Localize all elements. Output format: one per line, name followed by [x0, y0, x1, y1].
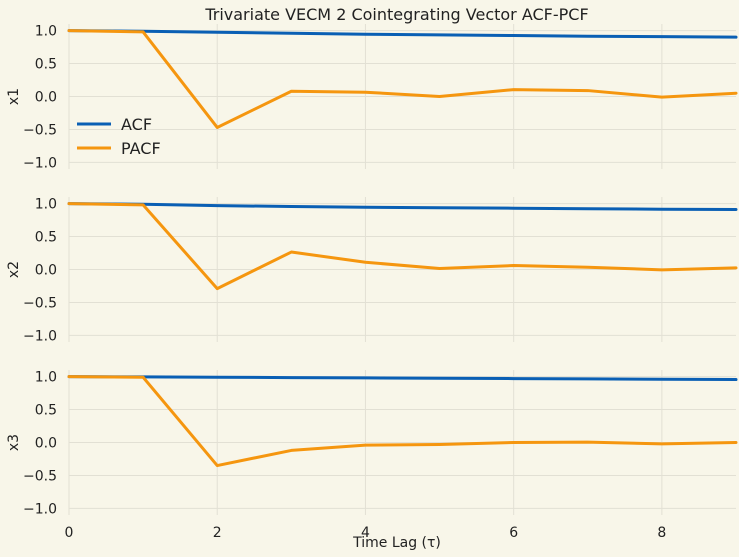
- series-line-acf: [67, 29, 738, 39]
- y-tick-label: 0.5: [35, 403, 57, 419]
- series-line-pacf: [67, 375, 738, 468]
- y-tick-label: −0.5: [23, 122, 57, 138]
- y-tick-label: 0.5: [35, 57, 57, 73]
- subplot-panels: −1.0 −0.5 0.0 0.5 1.0 x1 ACF PACF −1.0 −0.5 0.0 0.5…: [6, 24, 738, 541]
- y-tick-label: 0.0: [35, 436, 57, 452]
- y-tick-label: −1.0: [23, 155, 57, 171]
- x-tick-label: 8: [657, 525, 666, 541]
- y-tick-label: −1.0: [23, 501, 57, 517]
- y-tick-label: −1.0: [23, 328, 57, 344]
- subplot-x1: −1.0 −0.5 0.0 0.5 1.0 x1 ACF PACF: [6, 24, 738, 171]
- series-line-acf: [67, 375, 738, 382]
- chart-title: Trivariate VECM 2 Cointegrating Vector A…: [204, 5, 588, 24]
- y-tick-label: 0.0: [35, 263, 57, 279]
- x-tick-label: 0: [65, 525, 74, 541]
- y-tick-label: 1.0: [35, 370, 57, 386]
- y-tick-label: 1.0: [35, 24, 57, 40]
- y-tick-label: 1.0: [35, 197, 57, 213]
- y-axis-label-x1: x1: [6, 88, 22, 105]
- x-tick-label: 4: [361, 525, 370, 541]
- x-tick-label: 2: [213, 525, 222, 541]
- x-tick-label: 6: [509, 525, 518, 541]
- y-tick-label: 0.0: [35, 90, 57, 106]
- x-axis-label: Time Lag (τ): [352, 535, 441, 551]
- series-line-acf: [67, 202, 738, 212]
- y-axis-label-x3: x3: [6, 434, 22, 451]
- series-line-pacf: [67, 202, 738, 291]
- subplot-x2: −1.0 −0.5 0.0 0.5 1.0 x2: [6, 197, 738, 344]
- y-tick-label: 0.5: [35, 230, 57, 246]
- subplot-x3: −1.0 −0.5 0.0 0.5 1.0 0 2 4 6 8 x3: [6, 370, 738, 541]
- legend-label-acf: ACF: [121, 115, 152, 134]
- legend-label-pacf: PACF: [121, 139, 161, 158]
- y-tick-label: −0.5: [23, 295, 57, 311]
- y-axis-label-x2: x2: [6, 261, 22, 278]
- y-tick-label: −0.5: [23, 468, 57, 484]
- legend: ACF PACF: [77, 115, 161, 158]
- series-line-pacf: [67, 29, 738, 129]
